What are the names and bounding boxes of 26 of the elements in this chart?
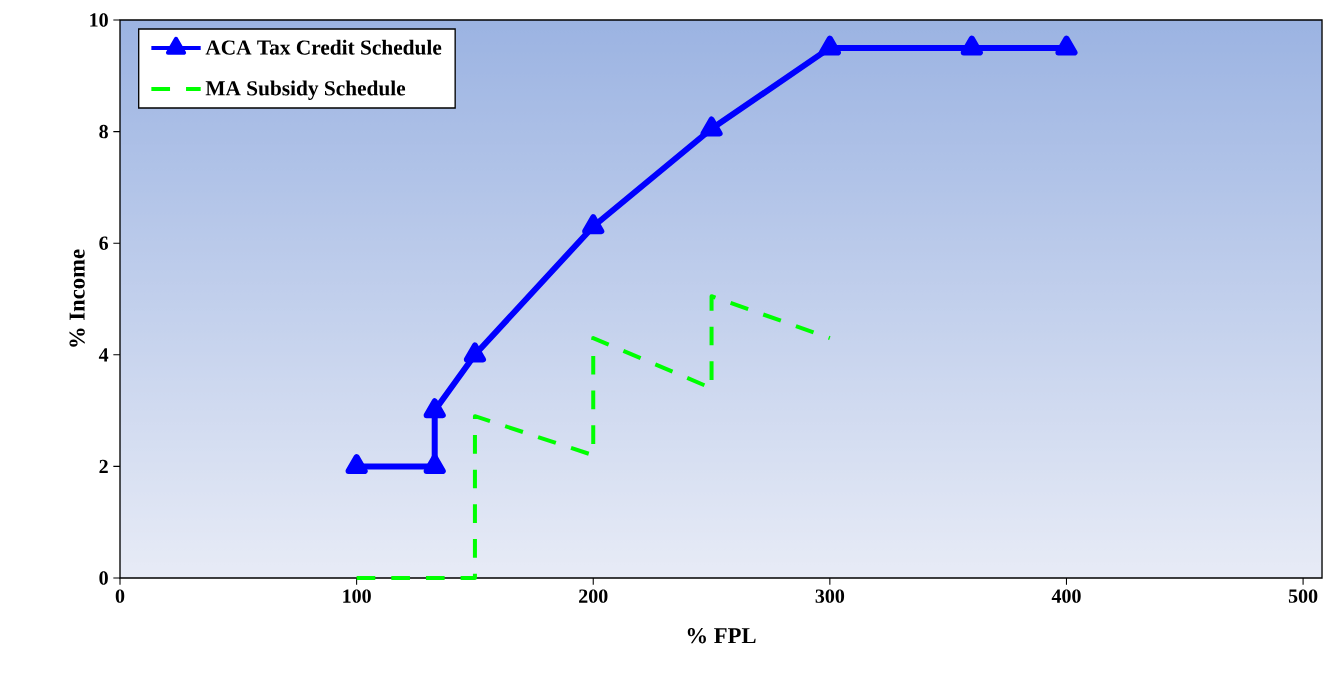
- legend-label: MA Subsidy Schedule: [205, 80, 406, 100]
- y-axis-title: % Income: [69, 249, 85, 347]
- x-axis-title: % FPL: [687, 628, 756, 644]
- legend-label: ACA Tax Credit Schedule: [205, 39, 442, 55]
- point: [700, 116, 723, 137]
- x-tick-label: 500: [1288, 589, 1318, 603]
- x-tick-label: 300: [815, 589, 845, 603]
- point: [345, 454, 368, 475]
- point: [1055, 35, 1078, 56]
- line-series: [354, 294, 832, 580]
- y-tick-label: 2: [99, 459, 108, 474]
- point: [582, 214, 605, 235]
- x-tick-label: 200: [579, 589, 608, 603]
- y-tick-label: 10: [90, 13, 108, 27]
- x-tick-label: 400: [1051, 589, 1081, 603]
- point: [960, 35, 983, 56]
- point: [463, 342, 487, 363]
- y-tick-label: 4: [98, 348, 109, 362]
- y-tick-label: 6: [99, 236, 109, 250]
- y-tick-label: 0: [99, 571, 108, 585]
- x-tick-label: 0: [115, 589, 125, 603]
- point: [423, 398, 446, 419]
- y-tick-label: 8: [99, 124, 108, 139]
- point: [423, 454, 446, 475]
- point: [818, 35, 841, 56]
- x-tick-label: 100: [343, 589, 371, 603]
